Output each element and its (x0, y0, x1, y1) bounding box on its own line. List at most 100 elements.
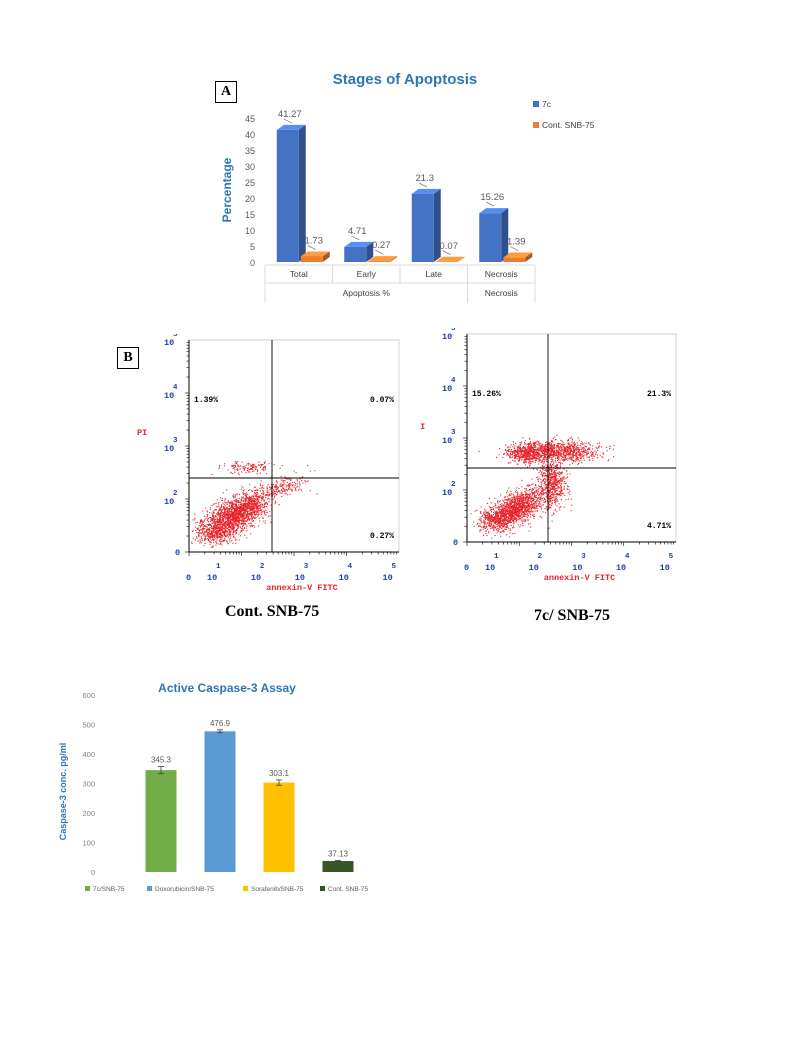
group-label: Apoptosis % (343, 288, 391, 298)
x-tick-base: 10 (295, 573, 305, 583)
leader-line (351, 235, 360, 241)
quadrant-lower-right: 4.71% (647, 522, 671, 531)
y-tick-base: 10 (442, 488, 452, 498)
x-tick-base: 10 (485, 563, 495, 573)
x-tick-base: 10 (529, 563, 539, 573)
bar-cont-snb-75: 37.13 (322, 849, 354, 872)
legend-swatch (320, 886, 325, 891)
y-axis-label: Caspase-3 conc. pg/ml (58, 743, 68, 841)
legend-swatch (243, 886, 248, 891)
leader-line (418, 182, 427, 188)
leader-line (510, 246, 519, 251)
data-label: 1.73 (305, 235, 324, 246)
data-label: 0.07 (440, 241, 459, 252)
legend-label: 7c (542, 99, 552, 109)
bar-cont-total (300, 251, 330, 262)
bar-7c-late (411, 188, 441, 262)
caption-cont: Cont. SNB-75 (225, 603, 320, 620)
legend-label: Doxorubicin/SNB-75 (155, 886, 214, 893)
data-label: 41.27 (278, 109, 302, 120)
x-tick-zero: 0 (186, 573, 191, 583)
data-label: 21.3 (416, 173, 435, 184)
x-tick-base: 10 (382, 573, 392, 583)
quadrant-lower-right: 0.27% (370, 532, 394, 541)
legend-swatch (85, 886, 90, 891)
group-label: Necrosis (485, 288, 518, 298)
category-label: Necrosis (485, 269, 518, 279)
y-tick-label: 400 (82, 750, 95, 759)
y-tick-label: 35 (245, 146, 255, 156)
x-tick-base: 10 (207, 573, 217, 583)
data-label: 345.3 (151, 756, 172, 765)
x-tick-base: 10 (339, 573, 349, 583)
x-tick-exp: 1 (494, 553, 499, 561)
data-label: 1.39 (507, 237, 526, 248)
category-label: Late (425, 269, 442, 279)
x-axis-title: annexin-V FITC (266, 583, 337, 593)
x-tick-exp: 4 (625, 553, 630, 561)
bar-7c-early (344, 241, 374, 262)
chart-title: Active Caspase-3 Assay (158, 681, 296, 695)
legend-swatch (147, 886, 152, 891)
y-tick-exp: 2 (451, 481, 456, 489)
y-tick-base: 10 (442, 332, 452, 342)
data-label: 476.9 (210, 719, 231, 728)
y-tick-label: 10 (245, 226, 255, 236)
data-label: 0.27 (372, 240, 391, 251)
quadrant-upper-right: 21.3% (647, 390, 671, 399)
legend-label: Cont. SNB-75 (328, 886, 368, 893)
y-axis-title: PI (137, 428, 147, 438)
y-tick-exp: 3 (451, 429, 456, 437)
leader-line (283, 118, 292, 124)
panel-label-b: B (117, 347, 139, 369)
x-tick-exp: 5 (669, 553, 674, 561)
y-tick-exp: 3 (173, 437, 178, 445)
legend-label: Cont. SNB-75 (542, 120, 595, 130)
x-tick-exp: 3 (304, 563, 309, 571)
x-tick-base: 10 (616, 563, 626, 573)
legend-label: Sorafenib/SNB-75 (251, 886, 304, 893)
caspase-3-chart: Active Caspase-3 Assay Caspase-3 conc. p… (58, 681, 368, 893)
quadrant-upper-left: 15.26% (472, 390, 501, 399)
y-tick-label: 45 (245, 114, 255, 124)
category-label: Early (357, 269, 377, 279)
y-tick-base: 10 (442, 384, 452, 394)
panel-label-a: A (215, 81, 237, 103)
x-tick-base: 10 (660, 563, 670, 573)
y-tick-base: 10 (442, 436, 452, 446)
y-tick-exp: 2 (173, 490, 178, 498)
bar-cont-necrosis (503, 252, 533, 262)
bar-sorafenib-snb-75: 303.1 (263, 769, 295, 872)
x-tick-exp: 1 (216, 563, 221, 571)
x-tick-exp: 5 (391, 563, 396, 571)
leader-line (486, 201, 495, 207)
y-tick-zero: 0 (453, 538, 458, 548)
x-tick-exp: 4 (348, 563, 353, 571)
quadrant-upper-left: 1.39% (194, 396, 218, 405)
leader-line (375, 249, 384, 255)
y-tick-label: 25 (245, 178, 255, 188)
y-axis-label: Percentage (220, 157, 234, 222)
y-tick-label: 500 (82, 721, 95, 730)
event-dots (470, 434, 615, 539)
y-tick-exp: 5 (173, 334, 178, 339)
y-tick-label: 20 (245, 194, 255, 204)
y-axis-title: PI (420, 422, 425, 432)
data-label: 4.71 (348, 226, 367, 237)
bar-doxorubicin-snb-75: 476.9 (204, 719, 236, 872)
x-tick-exp: 2 (538, 553, 543, 561)
y-tick-label: 0 (91, 868, 95, 877)
bar-cont-late (435, 256, 465, 262)
category-label: Total (290, 269, 308, 279)
x-tick-exp: 2 (260, 563, 265, 571)
y-tick-label: 40 (245, 130, 255, 140)
y-tick-zero: 0 (175, 548, 180, 558)
legend-label: 7c/SNB-75 (93, 886, 125, 893)
bar-7c-total (276, 124, 306, 262)
y-tick-base: 10 (164, 391, 174, 401)
y-tick-base: 10 (164, 338, 174, 348)
leader-line (442, 250, 451, 256)
x-tick-base: 10 (572, 563, 582, 573)
bar-7c-necrosis (479, 208, 509, 262)
